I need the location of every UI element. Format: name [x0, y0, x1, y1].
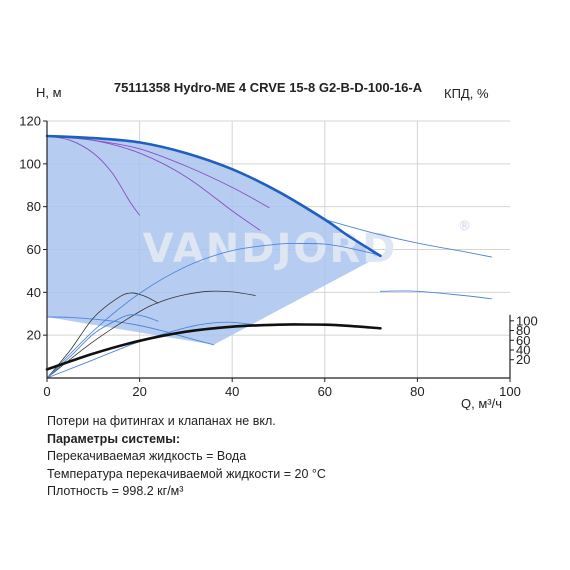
x-tick-label-4: 80	[410, 384, 424, 399]
y-tick-label-2: 40	[27, 285, 41, 300]
curve-efficiency-low-1	[46, 314, 159, 379]
curve-efficiency-low-2	[46, 321, 261, 379]
watermark-registered-symbol: ®	[458, 219, 471, 234]
pump-curve-chart: 75111358 Hydro-ME 4 CRVE 15-8 G2-B-D-100…	[19, 80, 538, 410]
curve-qh-extension	[324, 219, 492, 258]
x-tick-label-5: 100	[499, 384, 521, 399]
system-notes: Потери на фитингах и клапанах не вкл. Па…	[47, 413, 547, 501]
curves	[45, 134, 492, 379]
y-tick-labels: 20 40 60 80 100 120	[19, 114, 47, 343]
efficiency-tick-label-4: 100	[516, 313, 538, 328]
efficiency-tick-label-3: 80	[516, 323, 530, 338]
x-tick-label-2: 40	[225, 384, 239, 399]
curve-efficiency	[45, 323, 382, 371]
curve-efficiency-mid	[46, 242, 381, 379]
y-axis-label: H, м	[36, 85, 62, 100]
x-tick-label-0: 0	[43, 384, 50, 399]
x-tick-label-1: 20	[132, 384, 146, 399]
curve-qh-max	[45, 134, 382, 258]
temperature-param: Температура перекачиваемой жидкости = 20…	[47, 466, 326, 481]
fittings-note: Потери на фитингах и клапанах не вкл.	[47, 414, 276, 428]
y-tick-label-6: 120	[19, 114, 41, 129]
x-axis-label: Q, м³/ч	[461, 396, 502, 410]
chart-title: 75111358 Hydro-ME 4 CRVE 15-8 G2-B-D-100…	[114, 80, 423, 95]
y-axis-right-label: КПД, %	[444, 86, 489, 101]
curve-qh-partial-3	[46, 135, 270, 209]
curve-efficiency-partial-1	[46, 292, 159, 379]
x-tick-label-3: 60	[318, 384, 332, 399]
y-tick-label-3: 60	[27, 242, 41, 257]
fluid-param: Перекачиваемая жидкость = Вода	[47, 449, 247, 464]
efficiency-tick-label-0: 20	[516, 352, 530, 367]
efficiency-tick-label-2: 60	[516, 333, 530, 348]
y-tick-label-5: 100	[19, 156, 41, 171]
curve-qh-partial-1	[46, 135, 141, 216]
y-tick-label-1: 20	[27, 328, 41, 343]
curve-qh-min	[46, 316, 215, 346]
efficiency-tick-label-1: 40	[516, 342, 530, 357]
curve-efficiency-partial-2	[46, 290, 256, 379]
density-param: Плотность = 998.2 кг/м³	[47, 484, 184, 499]
y-tick-label-4: 80	[27, 199, 41, 214]
watermark-text: VANDJORD	[143, 226, 398, 272]
curve-efficiency-extension	[379, 290, 492, 300]
x-tick-labels: 0 20 40 60 80 100	[43, 378, 521, 399]
system-params-heading: Параметры системы:	[47, 431, 181, 446]
